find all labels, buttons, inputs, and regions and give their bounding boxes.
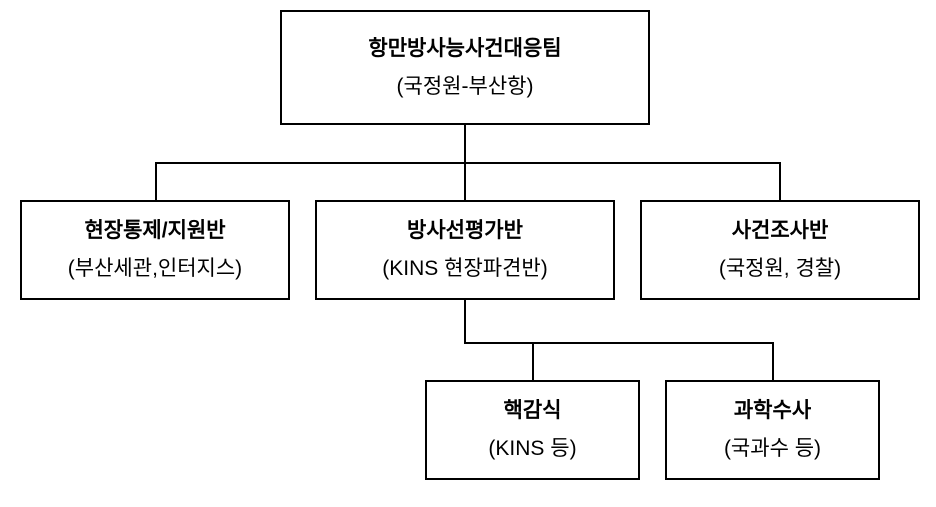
child1-sub: (부산세관,인터지스) [68,250,242,288]
connector-to-child3 [779,162,781,200]
connector-to-gchild1 [532,342,534,380]
child2-title: 방사선평가반 [407,212,523,250]
gchild1-sub: (KINS 등) [488,430,576,468]
connector-top-horizontal [155,162,781,164]
root-title: 항만방사능사건대응팀 [368,30,561,68]
child1-node: 현장통제/지원반 (부산세관,인터지스) [20,200,290,300]
connector-to-gchild2 [772,342,774,380]
child3-title: 사건조사반 [732,212,829,250]
gchild2-node: 과학수사 (국과수 등) [665,380,880,480]
connector-to-child2 [464,162,466,200]
root-sub: (국정원-부산항) [397,68,534,106]
child3-node: 사건조사반 (국정원, 경찰) [640,200,920,300]
child2-sub: (KINS 현장파견반) [382,250,547,288]
connector-root-down [464,125,466,162]
gchild1-node: 핵감식 (KINS 등) [425,380,640,480]
gchild2-title: 과학수사 [734,392,811,430]
child1-title: 현장통제/지원반 [84,212,225,250]
child2-node: 방사선평가반 (KINS 현장파견반) [315,200,615,300]
gchild2-sub: (국과수 등) [724,430,821,468]
root-node: 항만방사능사건대응팀 (국정원-부산항) [280,10,650,125]
child3-sub: (국정원, 경찰) [719,250,841,288]
connector-child2-down [464,300,466,342]
gchild1-title: 핵감식 [504,392,562,430]
connector-to-child1 [155,162,157,200]
connector-mid-horizontal [464,342,774,344]
